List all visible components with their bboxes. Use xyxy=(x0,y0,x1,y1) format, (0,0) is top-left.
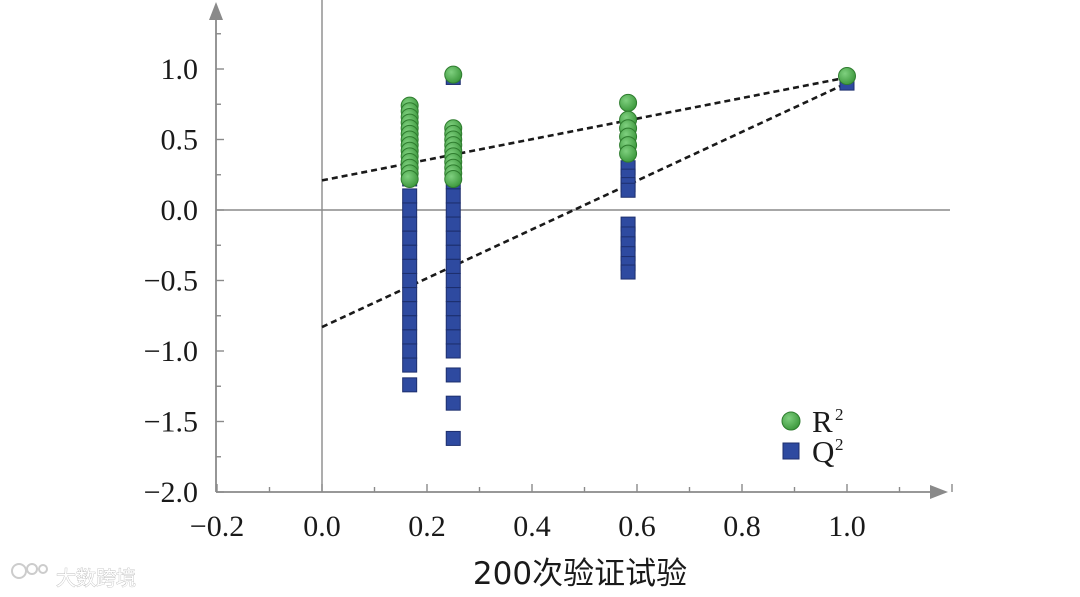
x-tick-label: −0.2 xyxy=(190,510,244,543)
q2-point xyxy=(402,258,418,274)
regression-line-r xyxy=(321,76,848,182)
q2-point xyxy=(402,202,418,218)
q2-point xyxy=(445,202,461,218)
x-tick-label: 0.2 xyxy=(408,510,446,543)
y-tick-label: 0.5 xyxy=(161,124,199,157)
r2-point xyxy=(400,169,419,188)
x-tick-label: 0.4 xyxy=(513,510,551,543)
y-tick-label: 1.0 xyxy=(161,53,199,86)
legend-superscript: 2 xyxy=(835,435,844,454)
x-axis-arrow-icon xyxy=(930,485,948,499)
axes: −2.0 −1.5 −1.0 −0.5 0.0 0.5 1.0 −0.2 0.0 0.2 0.4 0.… xyxy=(144,0,953,543)
q2-point xyxy=(445,367,461,383)
watermark-text: 大数跨境 xyxy=(56,566,136,590)
legend: R 2Q 2 xyxy=(781,404,844,469)
legend-square-marker xyxy=(782,442,800,460)
q2-point xyxy=(402,188,418,204)
q2-point xyxy=(402,329,418,345)
legend-label-r: R xyxy=(812,404,833,439)
r2-point xyxy=(838,67,856,86)
q2-point xyxy=(402,377,418,393)
q2-point xyxy=(445,343,461,359)
q2-point xyxy=(402,343,418,359)
q2-point xyxy=(445,273,461,288)
y-tick-label: −2.0 xyxy=(144,476,198,509)
data-points xyxy=(400,65,856,446)
r2-point xyxy=(444,169,463,188)
y-tick-label: −0.5 xyxy=(144,265,198,298)
r2-point xyxy=(619,144,638,163)
q2-point xyxy=(620,182,636,198)
y-tick-label: −1.0 xyxy=(144,335,198,368)
regression-line-q xyxy=(321,81,848,329)
x-tick-label: 0.6 xyxy=(618,510,656,543)
watermark-logo-icon xyxy=(11,563,48,579)
q2-point xyxy=(402,273,418,288)
q2-point xyxy=(445,216,461,232)
y-tick-label: −1.5 xyxy=(144,406,198,439)
q2-point xyxy=(402,315,418,331)
q2-point xyxy=(402,216,418,232)
q2-point xyxy=(445,230,461,246)
x-tick-label: 0.0 xyxy=(303,510,341,543)
q2-point xyxy=(445,395,461,411)
y-axis-arrow-icon xyxy=(209,2,223,20)
q2-point xyxy=(402,301,418,317)
watermark: 大数跨境 xyxy=(11,563,136,590)
q2-point xyxy=(445,258,461,274)
q2-point xyxy=(402,357,418,373)
legend-label-q: Q xyxy=(812,434,834,469)
r2-point xyxy=(619,93,638,112)
q2-point xyxy=(445,301,461,317)
q2-point xyxy=(445,188,461,204)
q2-point xyxy=(402,244,418,260)
q2-point xyxy=(445,315,461,331)
q2-point xyxy=(402,230,418,246)
y-tick-label: 0.0 xyxy=(161,194,199,227)
q2-point xyxy=(620,264,636,280)
q2-point xyxy=(445,329,461,345)
q2-point xyxy=(445,244,461,260)
regression-lines xyxy=(321,76,848,329)
q2-point xyxy=(445,287,461,303)
x-axis-title: 200次验证试验 xyxy=(473,556,687,592)
legend-superscript: 2 xyxy=(835,405,844,424)
x-axis-title-group: 200次验证试验 xyxy=(473,556,687,592)
r2-point xyxy=(444,65,463,84)
legend-circle-marker xyxy=(781,411,801,431)
x-tick-label: 1.0 xyxy=(828,510,866,543)
q2-point xyxy=(445,430,461,446)
x-tick-label: 0.8 xyxy=(723,510,761,543)
q2-point xyxy=(402,287,418,303)
